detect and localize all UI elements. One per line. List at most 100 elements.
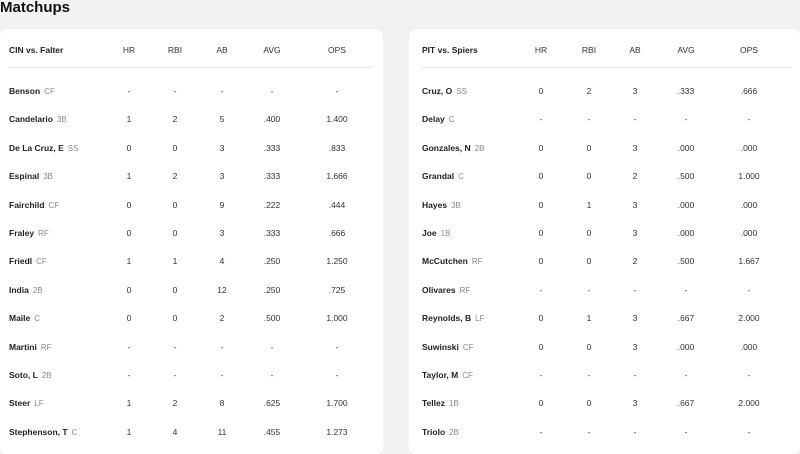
stat-ops: - xyxy=(747,370,751,380)
player-name[interactable]: Grandal xyxy=(422,171,455,182)
stat-hr: 0 xyxy=(126,228,132,238)
stat-ab: 2 xyxy=(632,171,638,182)
stat-ops: 1.667 xyxy=(738,256,760,267)
player-cell: Candelario 3B xyxy=(9,114,67,124)
stat-hr: 0 xyxy=(538,398,544,409)
stat-avg: .333 xyxy=(677,86,695,96)
player-cell: Soto, L 2B xyxy=(9,370,52,380)
col-avg: AVG xyxy=(263,45,281,55)
player-name[interactable]: Steer xyxy=(9,398,31,409)
player-position: 3B xyxy=(56,115,67,125)
stat-ab: 3 xyxy=(632,398,638,409)
player-name[interactable]: Stephenson, T xyxy=(9,426,68,437)
stat-ab: - xyxy=(633,370,637,380)
player-position: CF xyxy=(36,257,47,267)
stat-rbi: 4 xyxy=(172,426,178,437)
player-row: Maile C 0 0 2 .500 1.000 xyxy=(0,313,383,327)
player-cell: Fraley RF xyxy=(9,228,49,238)
stat-avg: .222 xyxy=(263,199,281,210)
player-name[interactable]: Espinal xyxy=(9,171,40,182)
player-row: Olivares RF - - - - - xyxy=(409,285,800,299)
player-cell: Martini RF xyxy=(9,342,52,352)
stat-avg: .500 xyxy=(677,256,695,267)
player-cell: India 2B xyxy=(9,285,43,295)
stat-rbi: 2 xyxy=(172,398,178,409)
player-name[interactable]: Reynolds, B xyxy=(422,313,472,324)
player-name[interactable]: De La Cruz, E xyxy=(9,142,64,153)
player-name[interactable]: Fairchild xyxy=(9,199,45,210)
stat-rbi: 0 xyxy=(586,256,592,267)
player-name[interactable]: Martini xyxy=(9,341,37,352)
stat-avg: .000 xyxy=(677,142,695,153)
player-name[interactable]: Gonzales, N xyxy=(422,142,471,153)
stat-hr: - xyxy=(127,341,131,352)
player-name[interactable]: Cruz, O xyxy=(422,86,453,96)
stat-hr: 0 xyxy=(538,313,544,324)
stat-rbi: - xyxy=(173,370,177,380)
player-name[interactable]: Soto, L xyxy=(9,370,38,380)
player-name[interactable]: Joe xyxy=(422,228,437,238)
stat-avg: .500 xyxy=(263,313,281,324)
player-cell: Joe 1B xyxy=(422,228,450,238)
player-row: Gonzales, N 2B 0 0 3 .000 .000 xyxy=(409,143,800,157)
stat-ab: 3 xyxy=(632,142,638,153)
player-row: Reynolds, B LF 0 1 3 .667 2.000 xyxy=(409,313,800,327)
player-name[interactable]: India xyxy=(9,284,29,295)
stat-rbi: 2 xyxy=(172,114,178,125)
stat-ab: - xyxy=(220,341,224,352)
stat-ab: 3 xyxy=(632,341,638,352)
stat-rbi: - xyxy=(587,284,591,295)
stat-rbi: 2 xyxy=(586,86,592,96)
stat-ops: .000 xyxy=(740,228,758,238)
stat-ops: 2.000 xyxy=(738,398,760,409)
player-name[interactable]: Triolo xyxy=(422,426,446,437)
player-position: C xyxy=(458,172,464,182)
stat-ops: 1.273 xyxy=(326,426,348,437)
stat-hr: 1 xyxy=(126,171,132,182)
player-position: RF xyxy=(40,342,52,352)
player-name[interactable]: McCutchen xyxy=(422,256,468,267)
player-row: Espinal 3B 1 2 3 .333 1.666 xyxy=(0,171,383,185)
player-position: LF xyxy=(475,314,485,324)
stat-ab: 3 xyxy=(219,228,225,238)
stat-avg: .000 xyxy=(677,199,695,210)
stat-ops: .444 xyxy=(328,199,346,210)
player-position: C xyxy=(34,314,41,324)
stat-avg: .667 xyxy=(677,313,695,324)
player-cell: Hayes 3B xyxy=(422,200,461,210)
player-row: Joe 1B 0 0 3 .000 .000 xyxy=(409,228,800,242)
page-title: Matchups xyxy=(0,0,71,16)
player-row: Martini RF - - - - - xyxy=(0,342,383,356)
player-name[interactable]: Delay xyxy=(422,114,445,125)
player-name[interactable]: Taylor, M xyxy=(422,370,459,380)
player-name[interactable]: Benson xyxy=(9,86,41,96)
col-ops: OPS xyxy=(328,45,346,55)
stat-hr: - xyxy=(539,284,543,295)
stat-rbi: 0 xyxy=(586,228,592,238)
stat-ops: - xyxy=(747,284,751,295)
player-name[interactable]: Tellez xyxy=(422,398,445,409)
stat-ops: 1.000 xyxy=(326,313,348,324)
player-name[interactable]: Maile xyxy=(9,313,31,324)
stat-rbi: 1 xyxy=(172,256,178,267)
player-row: India 2B 0 0 12 .250 .725 xyxy=(0,285,383,299)
player-name[interactable]: Candelario xyxy=(9,114,53,125)
stat-avg: .625 xyxy=(263,398,281,409)
player-name[interactable]: Olivares xyxy=(422,284,456,295)
stat-rbi: 0 xyxy=(586,171,592,182)
matchup-card-cin: CIN vs. Falter HR RBI AB AVG OPS Benson C… xyxy=(0,29,383,454)
player-name[interactable]: Fraley xyxy=(9,228,35,238)
stat-ab: 4 xyxy=(219,256,225,267)
player-cell: Delay C xyxy=(422,114,454,124)
stat-avg: - xyxy=(270,370,274,380)
player-name[interactable]: Friedl xyxy=(9,256,33,267)
stat-avg: - xyxy=(684,426,688,437)
stat-rbi: - xyxy=(587,114,591,125)
player-row: Grandal C 0 0 2 .500 1.000 xyxy=(409,171,800,185)
player-name[interactable]: Hayes xyxy=(422,199,448,210)
player-cell: Taylor, M CF xyxy=(422,370,473,380)
stat-ab: 5 xyxy=(219,114,225,125)
player-name[interactable]: Suwinski xyxy=(422,341,459,352)
stat-ops: - xyxy=(747,426,751,437)
stat-hr: 0 xyxy=(538,142,544,153)
